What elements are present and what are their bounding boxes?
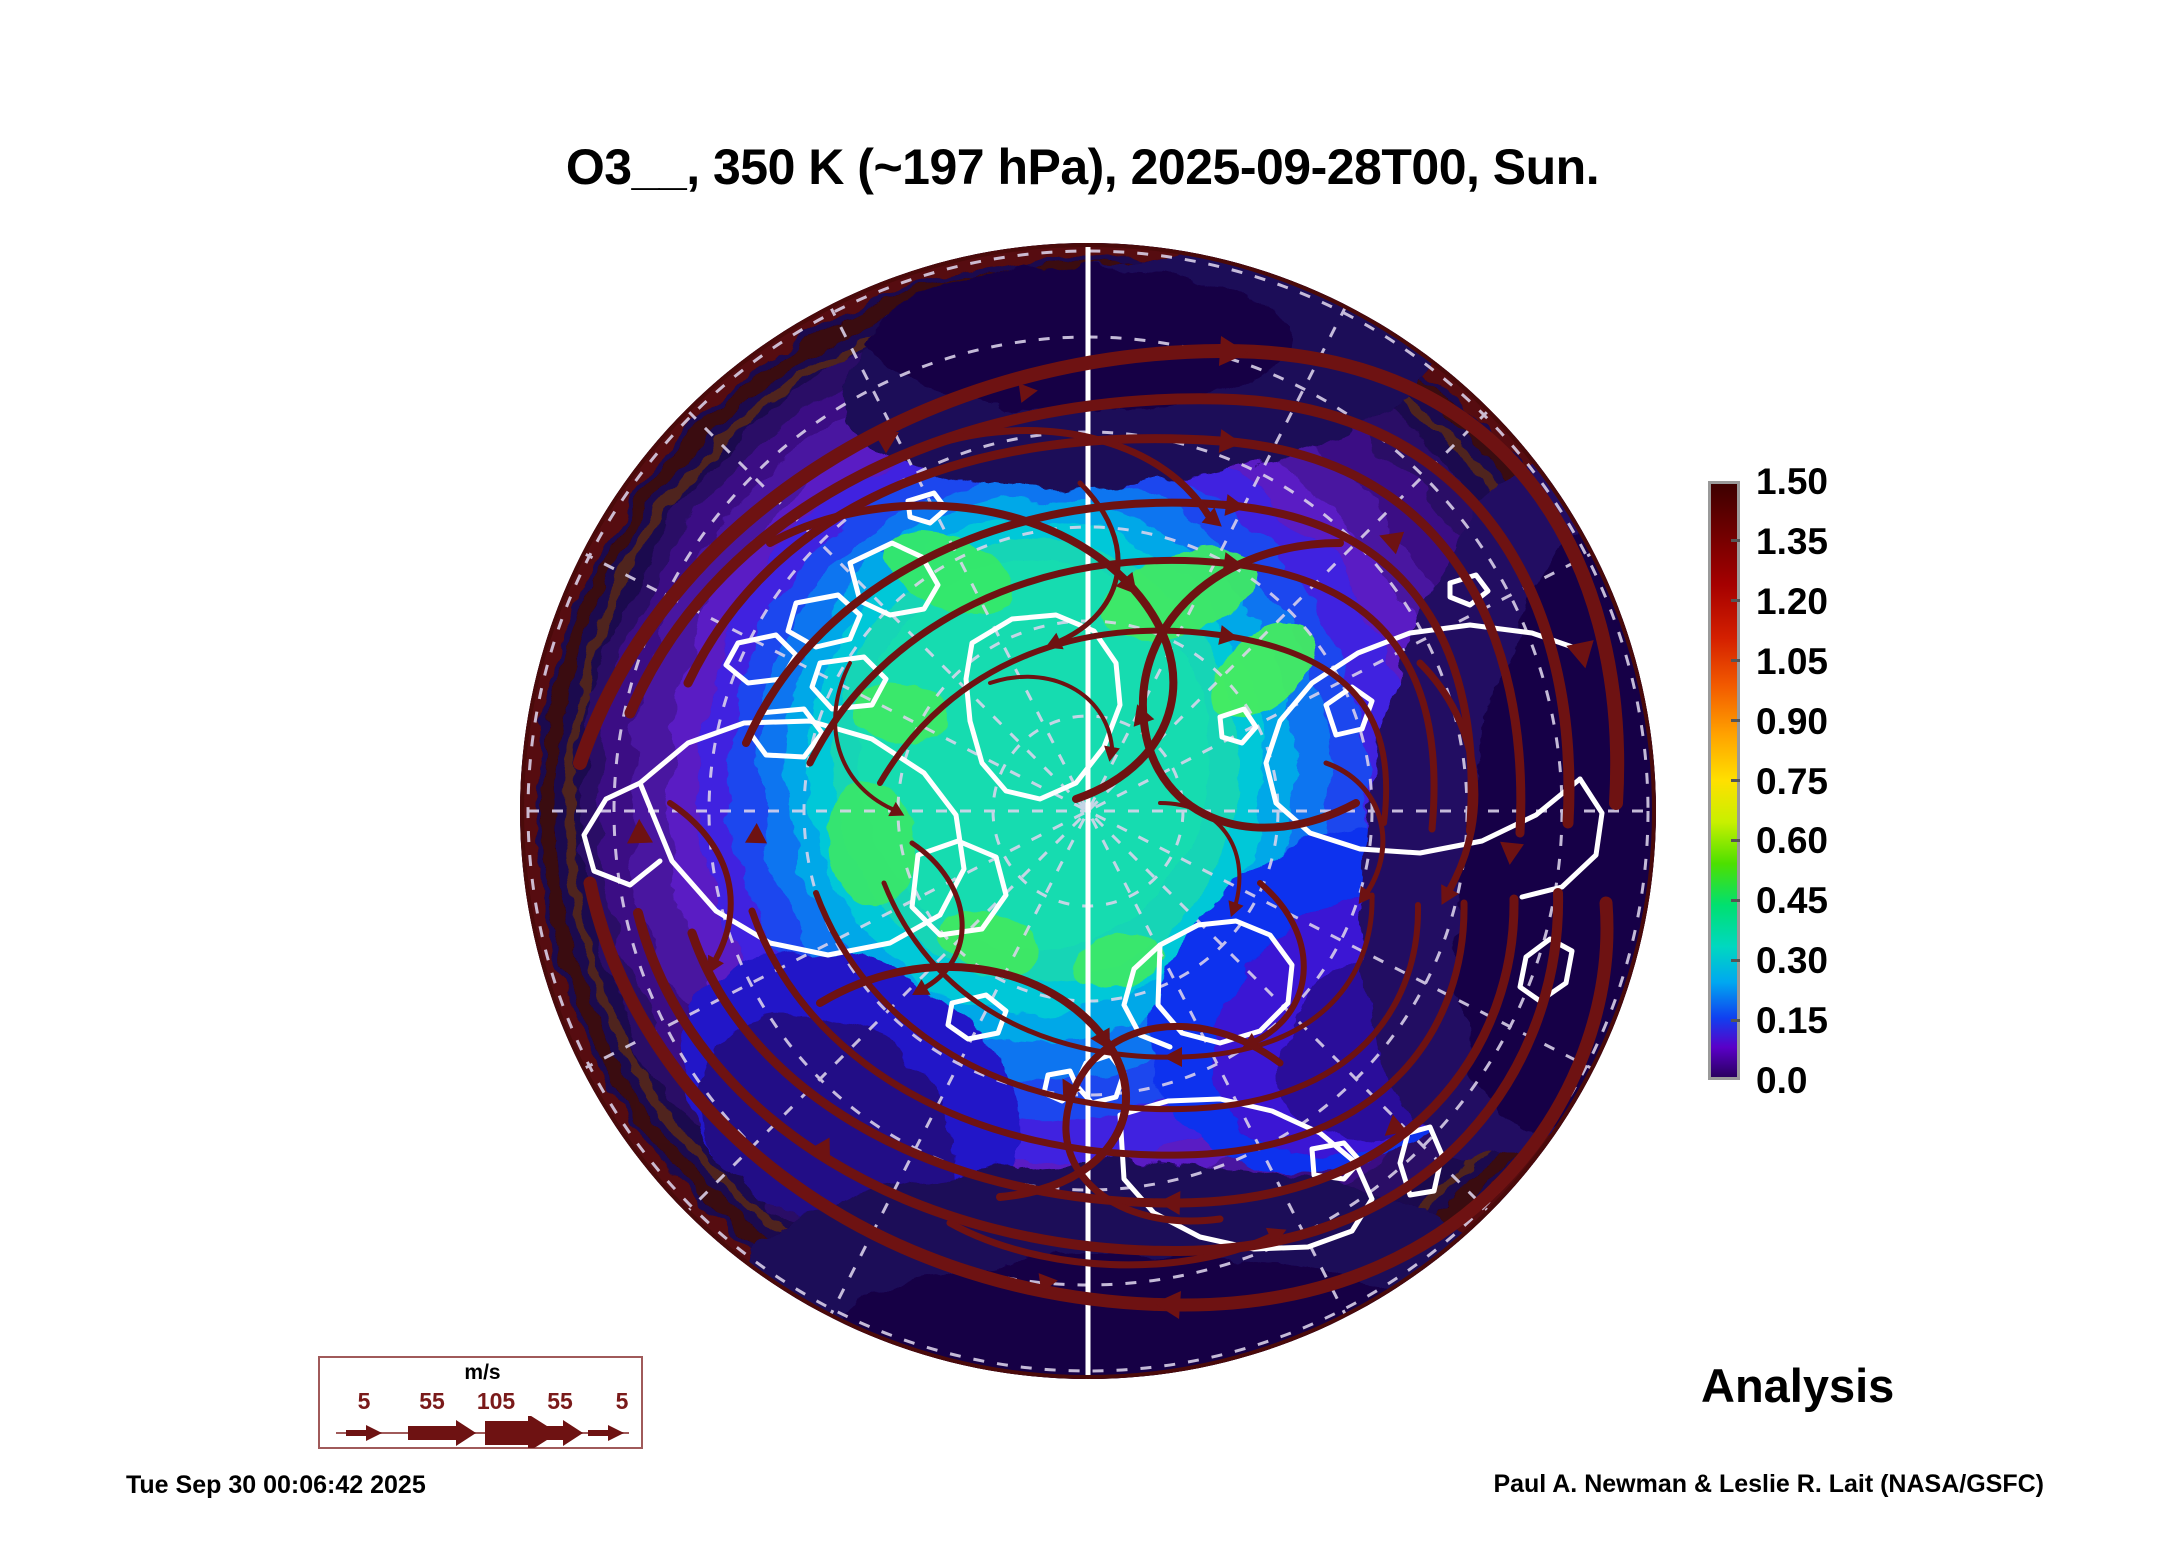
colorbar-tick xyxy=(1731,838,1740,842)
streamline-arrowheads xyxy=(627,336,1594,1319)
wind-legend-value: 55 xyxy=(547,1388,573,1414)
wind-legend-unit: m/s xyxy=(464,1361,501,1384)
wind-legend-value: 5 xyxy=(615,1388,629,1414)
colorbar-tick xyxy=(1731,719,1740,723)
polar-map xyxy=(520,243,1656,1379)
colorbar-tick xyxy=(1731,1018,1740,1022)
colorbar-tick-label: 1.20 xyxy=(1756,580,1829,622)
wind-legend-values: 5 55 105 55 5 xyxy=(320,1388,645,1414)
colorbar-tick-label: 1.50 xyxy=(1756,461,1829,502)
page-title: O3__, 350 K (~197 hPa), 2025-09-28T00, S… xyxy=(565,139,1600,195)
colorbar-tick-label: 0.45 xyxy=(1756,880,1829,922)
colorbar xyxy=(1708,481,1740,1080)
generation-timestamp: Tue Sep 30 00:06:42 2025 xyxy=(126,1471,426,1499)
colorbar-tick-label: 0.15 xyxy=(1756,1000,1829,1042)
author-credits: Paul A. Newman & Leslie R. Lait (NASA/GS… xyxy=(1493,1470,2044,1498)
colorbar-tick xyxy=(1731,779,1740,782)
colorbar-tick xyxy=(1731,898,1740,902)
ozone-field-plot xyxy=(520,243,1656,1379)
wind-legend-value: 5 xyxy=(357,1388,371,1414)
colorbar-labels: 1.50 1.35 1.20 1.05 0.90 0.75 0.60 0.45 0.30 0.15… xyxy=(1756,463,1946,1099)
colorbar-tick-label: 0.90 xyxy=(1756,700,1829,742)
colorbar-tick-label: 1.05 xyxy=(1756,640,1829,682)
colorbar-tick xyxy=(1731,958,1740,962)
colorbar-tick-label: 0.75 xyxy=(1756,760,1829,802)
wind-speed-legend: m/s 5 55 105 55 5 xyxy=(318,1356,645,1452)
globe-disc xyxy=(520,243,1656,1379)
wind-legend-value: 105 xyxy=(476,1388,516,1414)
colorbar-tick-label: 1.35 xyxy=(1756,520,1829,562)
colorbar-tick-label: 0.30 xyxy=(1756,940,1829,982)
colorbar-tick-label: 0.60 xyxy=(1756,820,1829,862)
colorbar-ticks xyxy=(1708,481,1740,1080)
colorbar-tick-label: 0.0 xyxy=(1756,1060,1808,1101)
colorbar-tick xyxy=(1731,599,1740,603)
colorbar-tick xyxy=(1731,539,1740,543)
wind-legend-arrows xyxy=(320,1414,645,1452)
wind-streamlines xyxy=(573,343,1625,1312)
wind-legend-value: 55 xyxy=(419,1388,445,1414)
analysis-label: Analysis xyxy=(1701,1359,1895,1412)
colorbar-tick xyxy=(1731,659,1740,663)
globe-outline xyxy=(520,243,1656,1379)
